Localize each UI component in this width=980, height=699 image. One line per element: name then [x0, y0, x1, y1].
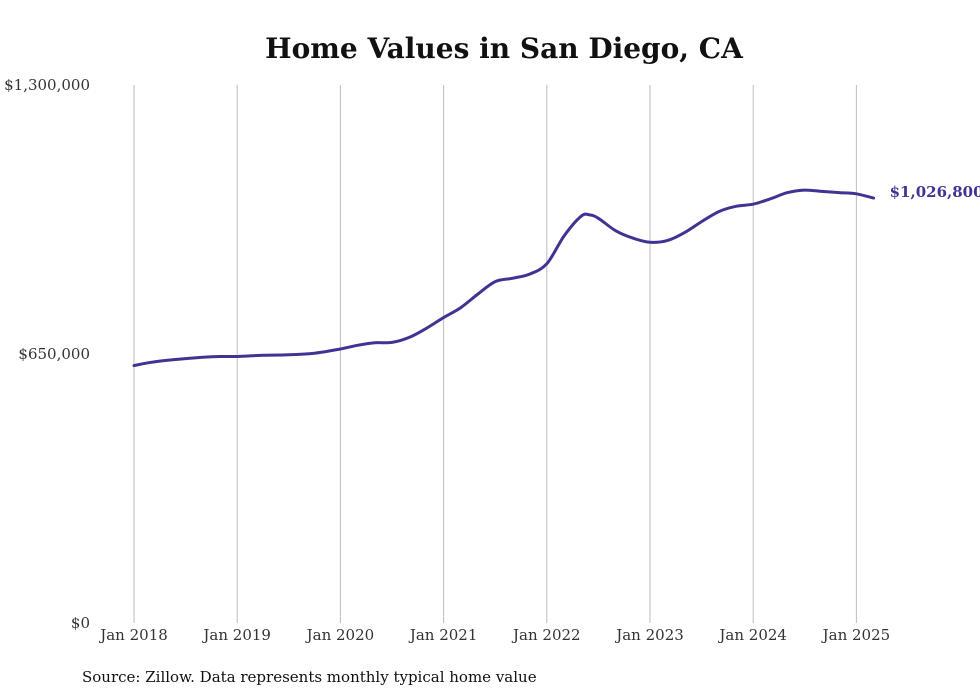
x-tick-label: Jan 2021: [408, 626, 478, 644]
y-axis-ticks: $0 $650,000 $1,300,000: [4, 76, 90, 632]
x-tick-label: Jan 2019: [201, 626, 271, 644]
end-value-label: $1,026,800: [890, 183, 980, 201]
source-note: Source: Zillow. Data represents monthly …: [82, 668, 537, 686]
grid-lines: [133, 85, 857, 623]
x-tick-label: Jan 2022: [511, 626, 581, 644]
y-tick-label: $650,000: [18, 345, 90, 363]
x-tick-label: Jan 2023: [614, 626, 684, 644]
series-layer: $1,026,800: [132, 183, 980, 368]
x-tick-label: Jan 2025: [821, 626, 891, 644]
chart-title: Home Values in San Diego, CA: [265, 32, 744, 65]
x-tick-label: Jan 2018: [98, 626, 168, 644]
series-line: [132, 188, 876, 368]
y-tick-label: $1,300,000: [4, 76, 90, 94]
x-axis-ticks: Jan 2018 Jan 2019 Jan 2020 Jan 2021 Jan 2022…: [98, 626, 890, 644]
x-tick-label: Jan 2024: [717, 626, 787, 644]
x-tick-label: Jan 2020: [305, 626, 375, 644]
y-tick-label: $0: [71, 614, 90, 632]
